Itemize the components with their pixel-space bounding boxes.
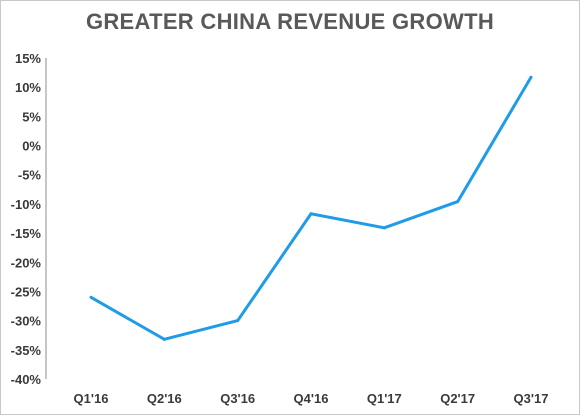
x-tick-label: Q3'16 [220,391,255,406]
x-tick-label: Q4'16 [294,391,329,406]
data-point [236,319,240,323]
y-tick-label: -25% [11,284,42,299]
y-tick-label: 5% [22,109,41,124]
y-tick-label: -5% [18,168,42,183]
y-tick-label: 10% [15,80,41,95]
x-tick-label: Q1'17 [367,391,402,406]
y-tick-label: -40% [11,372,42,387]
data-point [382,226,386,230]
chart-title: GREATER CHINA REVENUE GROWTH [85,9,495,34]
x-tick-label: Q2'16 [147,391,182,406]
y-tick-label: -15% [11,226,42,241]
data-point [456,200,460,204]
x-tick-label: Q3'17 [514,391,549,406]
y-tick-labels: 15% 10% 5% 0% -5% -10% -15% -20% -25% -30% -35% -40… [11,51,42,387]
data-point [529,75,533,79]
y-tick-label: -30% [11,314,42,329]
x-tick-label: Q2'17 [440,391,475,406]
data-point [89,295,93,299]
y-tick-label: -10% [11,197,42,212]
y-tick-label: 15% [15,51,41,66]
series-line [90,76,533,341]
y-tick-label: -35% [11,343,42,358]
x-tick-label: Q1'16 [74,391,109,406]
series-group [89,75,533,341]
data-point [162,337,166,341]
x-tick-labels: Q1'16 Q2'16 Q3'16 Q4'16 Q1'17 Q2'17 Q3'17 [74,391,549,406]
y-tick-label: 0% [22,139,41,154]
y-tick-label: -20% [11,255,42,270]
data-point [309,212,313,216]
